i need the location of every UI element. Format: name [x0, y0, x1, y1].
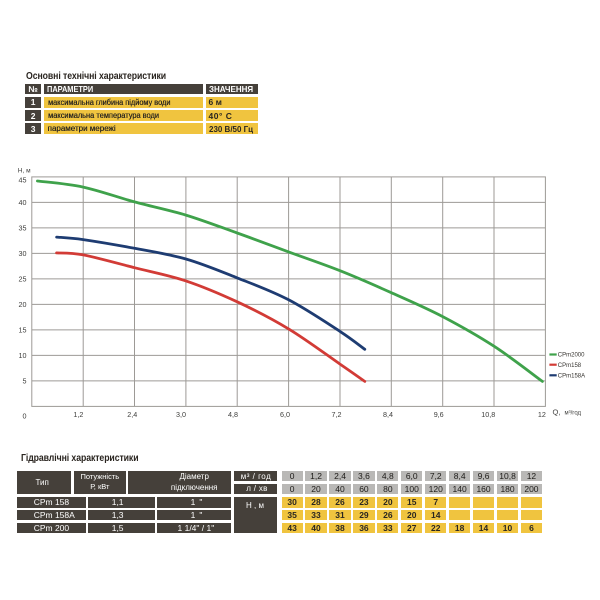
svg-text:15: 15 [19, 326, 27, 335]
svg-text:25: 25 [19, 275, 27, 284]
svg-text:4,8: 4,8 [228, 410, 238, 419]
svg-text:12: 12 [538, 410, 546, 419]
svg-text:CPm158A: CPm158A [558, 374, 585, 380]
svg-text:45: 45 [19, 176, 27, 185]
svg-text:35: 35 [19, 224, 27, 233]
svg-text:20: 20 [19, 300, 27, 309]
svg-text:40: 40 [19, 198, 27, 207]
svg-text:30: 30 [19, 249, 27, 258]
svg-text:CPm158: CPm158 [558, 363, 582, 369]
svg-text:6,0: 6,0 [280, 410, 290, 419]
svg-text:Q,: Q, [553, 408, 561, 417]
svg-text:8,4: 8,4 [383, 410, 393, 419]
svg-text:2,4: 2,4 [127, 410, 137, 419]
svg-text:м³/год: м³/год [565, 411, 582, 417]
svg-text:5: 5 [23, 377, 27, 386]
svg-text:0: 0 [23, 412, 27, 421]
svg-text:10: 10 [19, 351, 27, 360]
svg-text:3,0: 3,0 [176, 410, 186, 419]
svg-text:10,8: 10,8 [481, 410, 495, 419]
svg-text:7,2: 7,2 [332, 410, 342, 419]
svg-text:H, м: H, м [18, 168, 31, 175]
svg-text:CPm2000: CPm2000 [558, 353, 585, 359]
svg-text:9,6: 9,6 [434, 410, 444, 419]
svg-text:1,2: 1,2 [73, 410, 83, 419]
